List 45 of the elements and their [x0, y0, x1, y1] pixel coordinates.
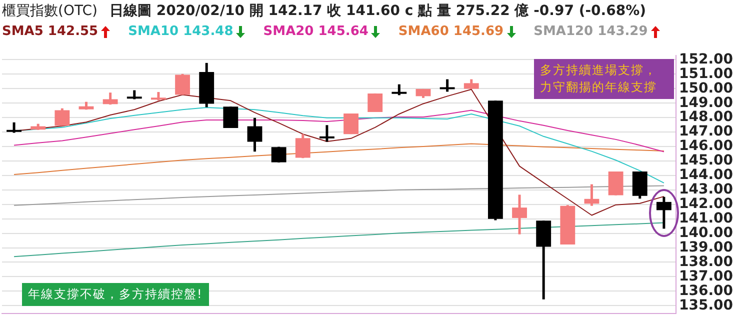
text: SMA60 145.69 [398, 24, 505, 39]
candlestick [102, 91, 118, 106]
y-tick-label: 136.00 [678, 282, 734, 299]
y-tick-label: 139.00 [678, 239, 734, 256]
y-tick-label: 148.00 [678, 109, 734, 126]
candlestick [271, 146, 286, 164]
candlestick [295, 132, 310, 160]
candlestick [223, 105, 238, 130]
y-tick-label: 147.00 [678, 124, 734, 140]
y-tick-label: 145.00 [678, 152, 734, 169]
candlestick [584, 183, 600, 208]
y-tick-label: 149.00 [678, 94, 734, 111]
candlestick [319, 124, 334, 144]
text: SMA20 145.64 [263, 24, 370, 39]
y-tick-label: 140.00 [678, 224, 734, 241]
y-tick-label: 152.00 [678, 51, 734, 68]
candlestick [368, 92, 383, 114]
chart-title: 櫃買指數(OTC) [2, 3, 98, 19]
annotation: 年線支撐不破，多方持續控盤! [22, 282, 209, 306]
text: SMA120 143.29 [534, 24, 649, 39]
candlestick [6, 121, 22, 134]
y-tick-label: 138.00 [678, 254, 734, 270]
candlestick [247, 116, 262, 153]
candlestick [175, 72, 190, 96]
y-tick-label: 141.00 [678, 210, 734, 226]
chart-subtitle: 日線圖 2020/02/10 開 142.17 收 141.60 c 點 量 275.22 億 -0.97 (-0.68%) [109, 3, 646, 19]
y-tick-label: 151.00 [678, 66, 734, 82]
candlestick [608, 170, 624, 197]
y-tick-label: 144.00 [678, 167, 734, 184]
y-tick-label: 137.00 [678, 268, 734, 284]
candlestick [54, 107, 70, 127]
y-tick-label: 143.00 [678, 182, 734, 198]
annotation: 多方持續進場支撐，力守翻揚的年線支撐 [534, 59, 674, 100]
text: SMA5 142.55 [2, 24, 100, 39]
y-tick-label: 150.00 [678, 80, 734, 96]
text: SMA10 143.48 [128, 24, 234, 39]
candlestick [656, 196, 672, 230]
candlestick [464, 78, 479, 90]
candlestick [512, 193, 527, 236]
candlestick [392, 83, 407, 96]
candlestick [344, 112, 358, 136]
y-tick-label: 135.00 [678, 297, 734, 314]
y-tick-label: 142.00 [678, 196, 734, 212]
y-tick-label: 146.00 [678, 138, 734, 154]
candlestick [440, 78, 455, 93]
